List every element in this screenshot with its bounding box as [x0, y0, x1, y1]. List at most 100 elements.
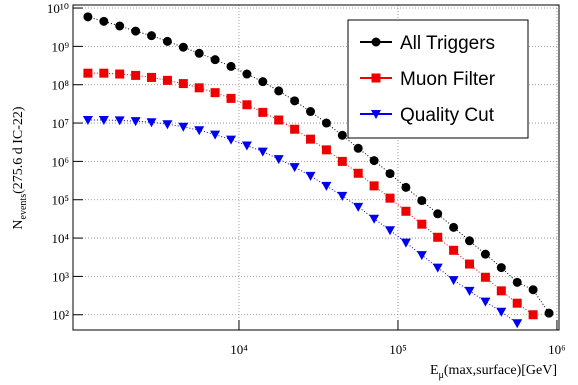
point — [401, 182, 411, 192]
point — [83, 12, 93, 22]
y-tick-label: 10³ — [52, 269, 69, 284]
y-tick-label: 10⁶ — [51, 154, 69, 169]
point — [115, 69, 125, 79]
series-line — [87, 72, 534, 316]
legend-label: Muon Filter — [400, 69, 496, 90]
point — [369, 156, 379, 166]
point — [210, 88, 220, 98]
point — [449, 222, 459, 232]
point — [528, 310, 538, 320]
point — [99, 68, 109, 78]
point — [321, 145, 331, 155]
point — [433, 209, 443, 219]
point — [512, 298, 522, 308]
y-label-rest: (275.6 d IC-22) — [11, 106, 26, 194]
y-label-sub: events — [18, 194, 29, 220]
point — [226, 61, 236, 71]
point — [162, 120, 173, 130]
point — [465, 259, 475, 269]
point — [114, 116, 125, 126]
legend-label: All Triggers — [400, 33, 495, 54]
point — [241, 141, 252, 151]
point — [162, 36, 172, 46]
point — [258, 107, 268, 117]
point — [274, 115, 284, 125]
legend-marker — [371, 110, 381, 119]
point — [385, 169, 395, 179]
point — [258, 77, 268, 87]
point — [480, 249, 490, 259]
point — [448, 276, 459, 286]
point — [385, 226, 396, 236]
point — [274, 86, 284, 96]
point — [290, 96, 300, 106]
point — [400, 238, 411, 248]
point — [544, 308, 554, 318]
point — [178, 79, 188, 89]
point — [496, 263, 506, 273]
point — [416, 251, 427, 261]
point — [210, 55, 220, 65]
point — [528, 285, 538, 295]
point — [194, 126, 205, 136]
point — [242, 69, 252, 79]
point — [99, 16, 109, 26]
point — [337, 156, 347, 166]
series-line — [87, 16, 550, 314]
y-axis-label: Nevents(275.6 d IC-22) — [11, 106, 29, 229]
point — [131, 26, 141, 36]
point — [130, 117, 141, 127]
x-axis-label: Eμ(max,surface)[GeV] — [430, 363, 557, 381]
point — [178, 42, 188, 52]
point — [98, 116, 109, 126]
point — [417, 219, 427, 229]
point — [306, 107, 316, 117]
point — [194, 83, 204, 93]
point — [147, 72, 157, 82]
x-tick-label: 10⁴ — [230, 342, 248, 357]
y-label-main: N — [11, 219, 26, 229]
point — [512, 277, 522, 287]
x-label-rest: (max,surface)[GeV] — [444, 363, 557, 378]
legend: All Triggers Muon Filter Quality Cut — [347, 19, 529, 139]
point — [226, 93, 236, 103]
point — [305, 171, 316, 181]
point — [290, 124, 300, 134]
point — [449, 245, 459, 255]
point — [480, 297, 491, 307]
point — [337, 130, 347, 140]
point — [353, 143, 363, 153]
point — [369, 181, 379, 191]
legend-marker — [371, 73, 381, 83]
point — [257, 147, 268, 157]
point — [464, 286, 475, 296]
legend-marker — [371, 37, 381, 47]
point — [433, 232, 443, 242]
point — [417, 196, 427, 206]
point — [353, 202, 364, 212]
x-tick-label: 10⁵ — [389, 342, 407, 357]
point — [146, 118, 157, 128]
point — [226, 135, 237, 145]
point — [210, 130, 221, 140]
point — [465, 236, 475, 246]
y-tick-label: 10¹⁰ — [47, 1, 69, 16]
point — [147, 31, 157, 41]
y-tick-label: 10⁷ — [51, 116, 69, 131]
legend-label: Quality Cut — [400, 105, 495, 126]
x-label-main: E — [430, 363, 439, 378]
point — [194, 48, 204, 58]
point — [385, 193, 395, 203]
x-tick-label: 10⁶ — [548, 342, 566, 357]
y-tick-label: 10⁹ — [51, 39, 69, 54]
y-tick-label: 10² — [52, 308, 69, 323]
point — [321, 118, 331, 128]
point — [306, 134, 316, 144]
point — [273, 155, 284, 165]
y-tick-label: 10⁸ — [51, 78, 69, 93]
point — [496, 307, 507, 317]
point — [83, 68, 93, 78]
point — [131, 70, 141, 80]
